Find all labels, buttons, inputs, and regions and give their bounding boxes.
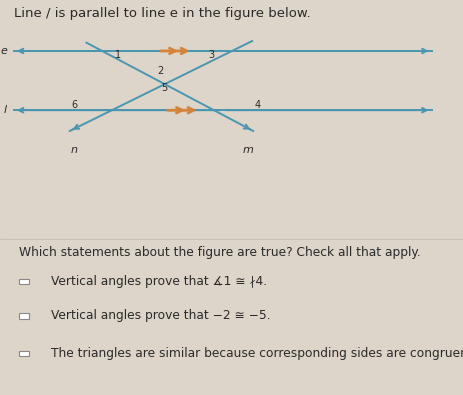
Text: 2: 2 — [156, 66, 163, 76]
FancyBboxPatch shape — [19, 314, 29, 318]
Text: The triangles are similar because corresponding sides are congruent.: The triangles are similar because corres… — [51, 348, 463, 360]
Text: m: m — [243, 145, 253, 155]
Text: e: e — [0, 46, 7, 56]
Text: 4: 4 — [254, 100, 260, 111]
Text: Vertical angles prove that −2 ≅ −5.: Vertical angles prove that −2 ≅ −5. — [51, 310, 270, 322]
Text: n: n — [71, 145, 78, 155]
Text: Line / is parallel to line e in the figure below.: Line / is parallel to line e in the figu… — [14, 7, 310, 20]
Text: l: l — [4, 105, 7, 115]
Text: Which statements about the figure are true? Check all that apply.: Which statements about the figure are tr… — [19, 246, 419, 260]
FancyBboxPatch shape — [19, 279, 29, 284]
Text: Vertical angles prove that ∡1 ≅ ∤4.: Vertical angles prove that ∡1 ≅ ∤4. — [51, 275, 267, 288]
Text: 3: 3 — [207, 50, 214, 60]
Text: 6: 6 — [71, 100, 77, 111]
Text: 1: 1 — [115, 50, 121, 60]
FancyBboxPatch shape — [19, 352, 29, 356]
Text: 5: 5 — [161, 83, 168, 93]
